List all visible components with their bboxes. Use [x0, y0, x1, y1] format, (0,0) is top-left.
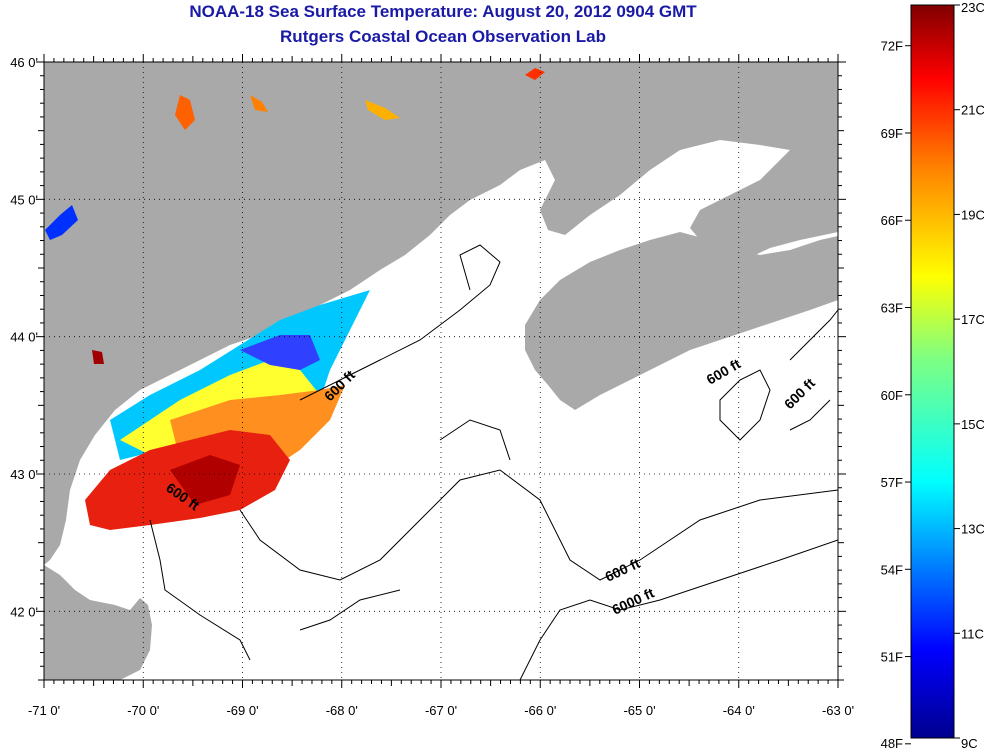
land-nova-scotia	[525, 232, 838, 410]
colorbar-label-celsius: 21C	[961, 103, 984, 118]
colorbar-label-fahrenheit: 72F	[881, 39, 903, 54]
lon-tick-label: -67 0'	[425, 703, 457, 718]
colorbar-label-fahrenheit: 54F	[881, 562, 903, 577]
colorbar	[910, 4, 955, 739]
colorbar-label-fahrenheit: 60F	[881, 388, 903, 403]
graticule	[44, 62, 838, 680]
lon-tick-label: -69 0'	[226, 703, 258, 718]
lon-tick-label: -65 0'	[623, 703, 655, 718]
lon-tick-label: -63 0'	[822, 703, 854, 718]
colorbar-label-celsius: 11C	[961, 626, 984, 641]
lat-tick-label: 45 0'	[10, 192, 38, 207]
longitude-axis: -71 0' -70 0' -69 0' -68 0' -67 0' -66 0' -65 …	[28, 54, 854, 718]
lat-tick-label: 46 0'	[10, 55, 38, 70]
colorbar-fahrenheit-labels: 72F 69F 66F 63F 60F 57F 54F 51F 48F	[881, 39, 911, 751]
lon-tick-label: -66 0'	[524, 703, 556, 718]
lon-tick-label: -70 0'	[127, 703, 159, 718]
colorbar-label-fahrenheit: 66F	[881, 213, 903, 228]
lat-tick-label: 42 0'	[10, 604, 38, 619]
colorbar-label-fahrenheit: 69F	[881, 126, 903, 141]
land-cape-cod	[44, 565, 152, 680]
colorbar-celsius-labels: 23C 21C 19C 17C 15C 13C 11C 9C	[954, 0, 984, 751]
colorbar-label-fahrenheit: 57F	[881, 475, 903, 490]
colorbar-label-fahrenheit: 51F	[881, 650, 903, 665]
map-subtitle: Rutgers Coastal Ocean Observation Lab	[280, 27, 606, 46]
colorbar-label-celsius: 19C	[961, 207, 984, 222]
colorbar-label-celsius: 23C	[961, 0, 984, 15]
colorbar-label-fahrenheit: 48F	[881, 736, 903, 751]
latitude-axis: 46 0' 45 0' 44 0' 43 0' 42 0'	[10, 55, 846, 681]
lon-tick-label: -71 0'	[28, 703, 60, 718]
lat-tick-label: 43 0'	[10, 467, 38, 482]
colorbar-label-fahrenheit: 63F	[881, 301, 903, 316]
bathymetry-contours	[149, 244, 838, 680]
lon-tick-label: -68 0'	[326, 703, 358, 718]
colorbar-label-celsius: 13C	[961, 522, 984, 537]
lon-tick-label: -64 0'	[723, 703, 755, 718]
lat-tick-label: 44 0'	[10, 330, 38, 345]
sst-overlay	[45, 68, 545, 530]
map-title: NOAA-18 Sea Surface Temperature: August …	[189, 2, 697, 21]
colorbar-label-celsius: 17C	[961, 312, 984, 327]
colorbar-label-celsius: 9C	[961, 736, 978, 751]
colorbar-label-celsius: 15C	[961, 417, 984, 432]
